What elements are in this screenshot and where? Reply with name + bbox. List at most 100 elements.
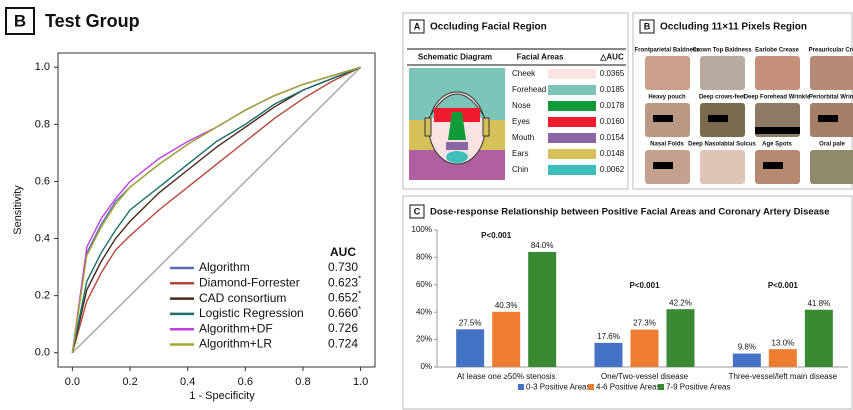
x-axis-label: 1 - Specificity — [189, 390, 255, 402]
legend-label: Algorithm+DF — [199, 321, 273, 335]
legend-header: AUC — [330, 245, 356, 259]
panel-label-box — [5, 7, 35, 35]
panel-title: Occluding Facial Region — [430, 22, 547, 33]
bar — [528, 251, 557, 367]
bar — [768, 349, 797, 367]
legend-swatch — [658, 384, 664, 390]
panel-label: C — [414, 206, 421, 216]
table-cell: 0.0148 — [600, 149, 625, 158]
photo-label: Age Spots — [762, 142, 792, 148]
legend-label: CAD consortium — [199, 291, 286, 305]
annotation: P<0.001 — [629, 281, 660, 290]
table-cell: Nose — [512, 101, 531, 110]
photo-label: Oral pale — [819, 142, 845, 148]
y-axis-label: Sensitivity — [12, 185, 24, 235]
value-label: 27.3% — [633, 319, 656, 328]
x-tick-label: One/Two-vessel disease — [601, 372, 689, 381]
y-tick-label: 20% — [416, 335, 432, 344]
chart-title: Test Group — [45, 11, 140, 31]
roc-curve — [71, 66, 361, 353]
y-tick-label: 100% — [412, 225, 432, 234]
table-cell: 0.0154 — [600, 133, 625, 142]
auc-value: 0.726 — [328, 321, 358, 335]
panel-label: B — [644, 21, 651, 31]
legend-label: 4-6 Positive Areas — [596, 383, 660, 392]
y-tick-label: 0.8 — [35, 118, 50, 130]
panel-label: B — [14, 11, 26, 30]
color-swatch — [548, 69, 596, 79]
value-label: 84.0% — [531, 241, 554, 250]
chart-title: Dose-response Relationship between Posit… — [430, 207, 830, 218]
table-header: △AUC — [599, 53, 624, 62]
roc-curve — [71, 66, 361, 353]
panel-label: A — [414, 21, 421, 31]
photo — [755, 56, 800, 90]
photo — [645, 56, 690, 90]
table-cell: 0.0062 — [600, 165, 625, 174]
x-tick-label: At lease one ≥50% stenosis — [457, 372, 556, 381]
photo-label: Frontparietal Baldness — [634, 48, 700, 54]
auc-text: 0.660 — [328, 306, 358, 320]
table-cell: 0.0178 — [600, 101, 625, 110]
panel-frame — [632, 12, 853, 190]
occlusion — [653, 162, 673, 169]
occlusion — [763, 162, 783, 169]
photo — [810, 150, 853, 184]
bar — [492, 311, 521, 367]
table-cell: 0.0185 — [600, 85, 625, 94]
auc-text: 0.726 — [328, 321, 358, 335]
bar — [804, 309, 833, 367]
reference-line — [71, 66, 362, 354]
legend-label: Logistic Regression — [199, 306, 304, 320]
auc-text: 0.623 — [328, 275, 358, 289]
y-tick-label: 0% — [420, 362, 432, 371]
auc-note: * — [358, 305, 361, 314]
table-cell: 0.0365 — [600, 69, 625, 78]
color-swatch — [548, 165, 596, 175]
legend-label: 7-9 Positive Areas — [666, 383, 730, 392]
annotation: P<0.001 — [768, 281, 799, 290]
table-header: Schematic Diagram — [418, 53, 492, 62]
legend-swatch — [588, 384, 594, 390]
legend-label: Algorithm+LR — [199, 337, 272, 351]
y-tick-label: 60% — [416, 280, 432, 289]
value-label: 41.8% — [807, 299, 830, 308]
table-header: Facial Areas — [517, 53, 564, 62]
auc-value: 0.724 — [328, 337, 358, 351]
color-swatch — [548, 149, 596, 159]
bar — [666, 309, 695, 367]
x-tick-label: 0.2 — [122, 376, 137, 388]
panel-frame — [402, 195, 853, 410]
y-tick-label: 0.2 — [35, 290, 50, 302]
auc-text: 0.652 — [328, 291, 358, 305]
table-cell: Cheek — [512, 69, 536, 78]
bar — [456, 329, 485, 367]
color-swatch — [548, 133, 596, 143]
table-cell: Chin — [512, 165, 528, 174]
bar — [594, 342, 623, 367]
occlusion — [708, 115, 728, 122]
legend-swatch — [518, 384, 524, 390]
auc-text: 0.730 — [328, 260, 358, 274]
table-cell: Ears — [512, 149, 528, 158]
panel-label-box — [409, 19, 425, 34]
color-swatch — [548, 101, 596, 111]
y-tick-label: 40% — [416, 307, 432, 316]
legend-label: Diamond-Forrester — [199, 275, 300, 289]
y-tick-label: 80% — [416, 253, 432, 262]
table-cell: 0.0160 — [600, 117, 625, 126]
color-swatch — [548, 85, 596, 95]
y-tick-label: 0.0 — [35, 347, 50, 359]
value-label: 9.8% — [738, 343, 756, 352]
photo-label: Preauricular Cre — [809, 48, 853, 54]
auc-value: 0.623* — [328, 274, 361, 289]
value-label: 17.6% — [597, 332, 620, 341]
legend-label: Algorithm — [199, 260, 250, 274]
table-cell: Mouth — [512, 133, 534, 142]
photo-label: Heavy pouch — [648, 95, 686, 101]
table-cell: Eyes — [512, 117, 530, 126]
x-tick-label: 0.4 — [180, 376, 195, 388]
value-label: 27.5% — [459, 318, 482, 327]
